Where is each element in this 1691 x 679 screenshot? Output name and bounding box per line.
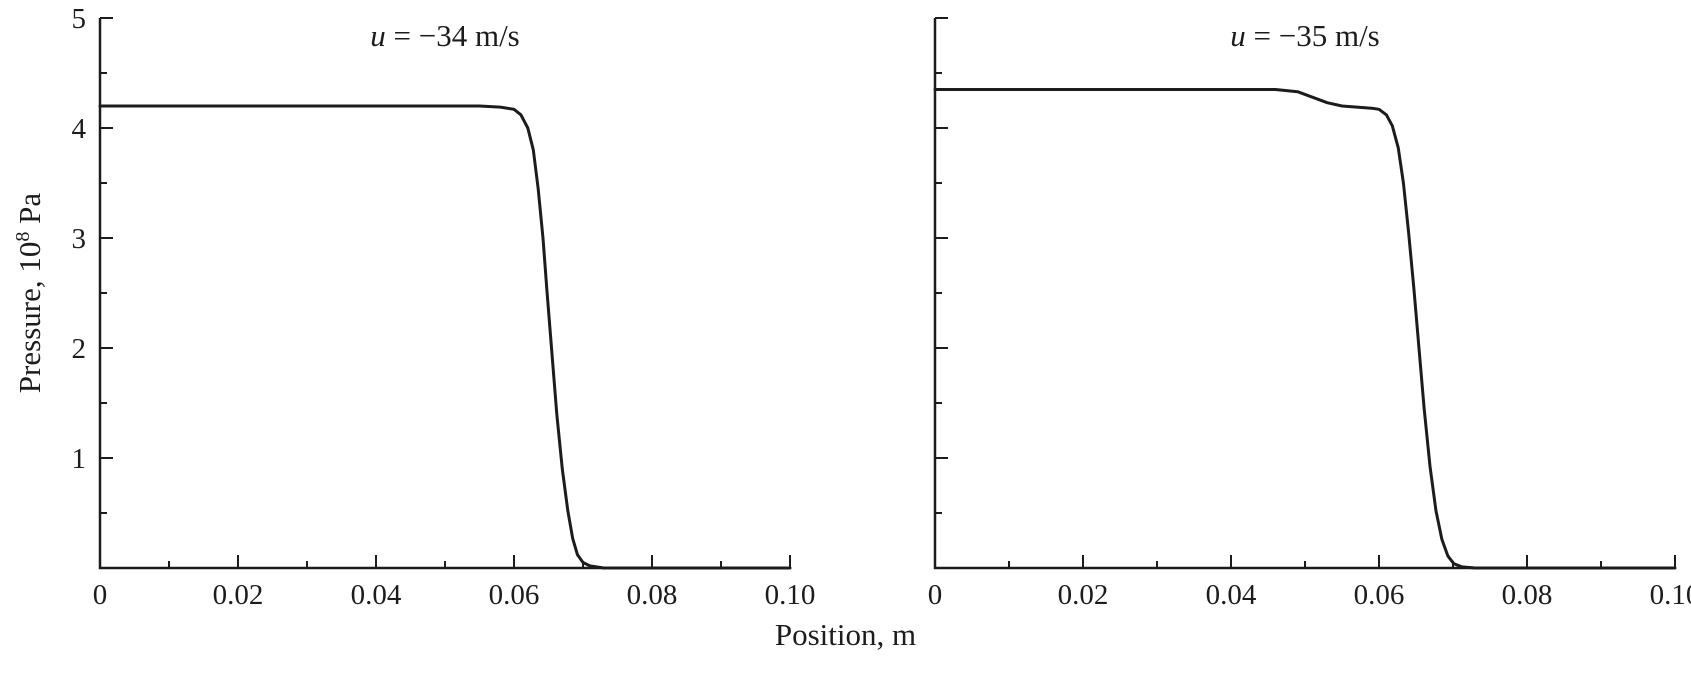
y-tick-label: 1 bbox=[72, 443, 87, 475]
tick-labels: 0 0.02 0.04 0.06 0.08 0.10 bbox=[928, 579, 1691, 611]
y-tick-label: 3 bbox=[72, 223, 87, 255]
y-tick-label: 2 bbox=[72, 333, 87, 365]
x-tick-label: 0.10 bbox=[765, 579, 816, 611]
right-plot-canvas: 0 0.02 0.04 0.06 0.08 0.10 u = −35 m/s bbox=[928, 17, 1691, 611]
x-tick-label: 0.02 bbox=[213, 579, 264, 611]
y-tick-label: 4 bbox=[72, 113, 87, 145]
x-tick-label: 0.10 bbox=[1650, 579, 1691, 611]
left-plot: 0 0.02 0.04 0.06 0.08 0.10 1 2 3 4 5 u = −34 m/s Pr… bbox=[0, 0, 860, 615]
plots-row: 0 0.02 0.04 0.06 0.08 0.10 1 2 3 4 5 u = −34 m/s Pr… bbox=[0, 0, 1691, 615]
x-tick-label: 0 bbox=[928, 579, 943, 611]
axes bbox=[933, 17, 1676, 570]
pressure-curve bbox=[933, 88, 1677, 570]
axes bbox=[98, 17, 791, 570]
y-axis-label-unit: Pa bbox=[12, 192, 48, 232]
left-plot-canvas: 0 0.02 0.04 0.06 0.08 0.10 1 2 3 4 5 u = −34 m/s bbox=[72, 3, 816, 611]
x-tick-label: 0.08 bbox=[627, 579, 678, 611]
x-axis-label: Position, m bbox=[774, 617, 917, 652]
plot-title: u = −34 m/s bbox=[370, 18, 520, 53]
x-tick-label: 0 bbox=[93, 579, 108, 611]
y-axis-label: Pressure, 108 Pa bbox=[12, 193, 48, 393]
x-tick-label: 0.04 bbox=[351, 579, 402, 611]
y-axis-label-exponent: 8 bbox=[11, 231, 34, 242]
pressure-curve bbox=[98, 104, 792, 570]
x-tick-label: 0.06 bbox=[1354, 579, 1405, 611]
x-tick-label: 0.06 bbox=[489, 579, 540, 611]
x-tick-label: 0.02 bbox=[1058, 579, 1109, 611]
plot-title: u = −35 m/s bbox=[1230, 18, 1380, 53]
x-tick-label: 0.08 bbox=[1502, 579, 1553, 611]
x-tick-label: 0.04 bbox=[1206, 579, 1257, 611]
y-tick-label: 5 bbox=[72, 3, 87, 35]
y-axis-label-text: Pressure, 10 bbox=[12, 241, 48, 394]
axis-spines bbox=[98, 18, 790, 570]
axis-spines bbox=[933, 18, 1675, 570]
tick-labels: 0 0.02 0.04 0.06 0.08 0.10 1 2 3 4 5 bbox=[72, 3, 816, 611]
right-plot: 0 0.02 0.04 0.06 0.08 0.10 u = −35 m/s bbox=[860, 0, 1691, 615]
